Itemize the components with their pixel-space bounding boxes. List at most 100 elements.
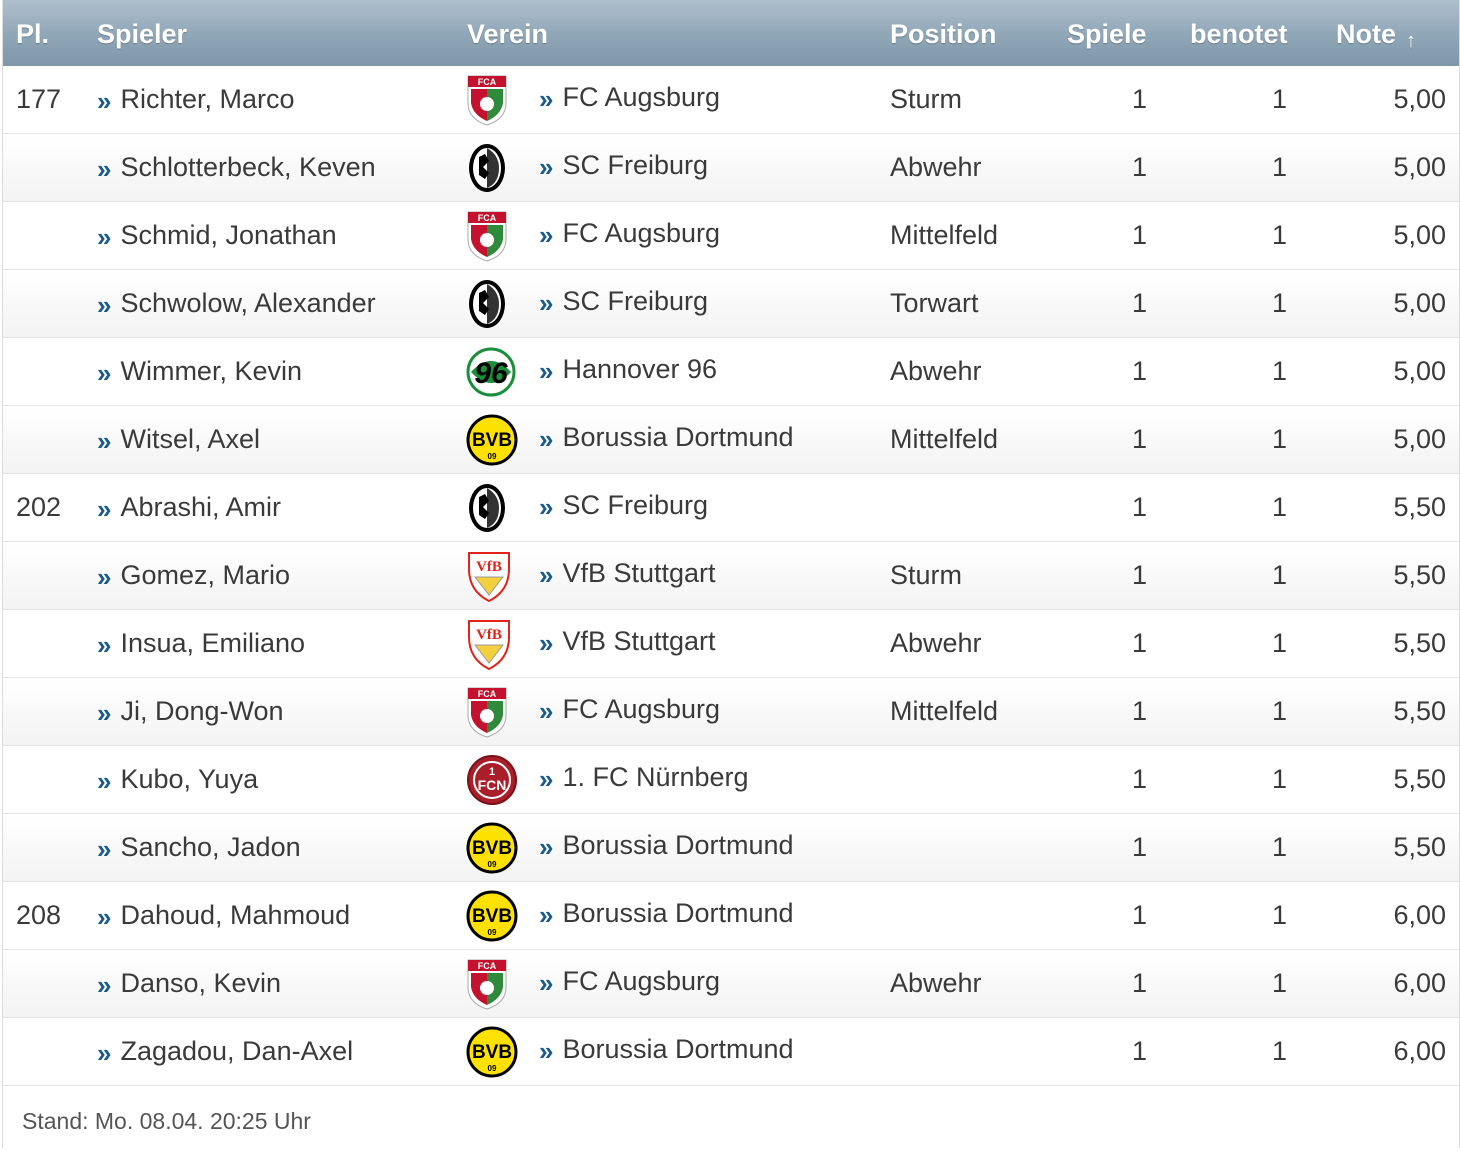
chevron-right-icon: » [97, 834, 112, 864]
sc-freiburg-crest-icon [465, 277, 521, 331]
club-link[interactable]: » FC Augsburg [539, 676, 720, 743]
table-row: » Kubo, Yuya 1 FCN» 1. FC Nürnberg 1 1 5,50 [3, 746, 1459, 814]
header-club[interactable]: Verein [467, 19, 549, 49]
player-link[interactable]: » Schlotterbeck, Keven [97, 134, 376, 201]
club-link[interactable]: » Borussia Dortmund [539, 1016, 794, 1083]
games-cell: 1 [1131, 84, 1147, 114]
rated-cell: 1 [1271, 152, 1287, 182]
club-link[interactable]: » Borussia Dortmund [539, 812, 794, 879]
chevron-right-icon: » [97, 902, 112, 932]
player-link[interactable]: » Witsel, Axel [97, 406, 260, 473]
club-link[interactable]: » SC Freiburg [539, 472, 708, 539]
club-link[interactable]: » FC Augsburg [539, 64, 720, 131]
games-cell: 1 [1131, 288, 1147, 318]
grade-cell: 5,00 [1393, 152, 1446, 182]
grade-cell: 5,00 [1393, 220, 1446, 250]
club-name: 1. FC Nürnberg [562, 762, 749, 792]
svg-text:09: 09 [488, 928, 497, 937]
club-link[interactable]: » SC Freiburg [539, 268, 708, 335]
club-link[interactable]: » SC Freiburg [539, 132, 708, 199]
chevron-right-icon: » [97, 698, 112, 728]
svg-text:FCA: FCA [478, 961, 497, 971]
header-player[interactable]: Spieler [97, 19, 188, 49]
chevron-right-icon: » [97, 1038, 112, 1068]
club-link[interactable]: » Hannover 96 [539, 336, 717, 403]
vfb-stuttgart-crest-icon: VfB [465, 549, 521, 603]
table-row: » Witsel, Axel BVB 09 » Borussia Dortmund Mitt… [3, 406, 1459, 474]
table-row: » Ji, Dong-Won FCA » FC Augsburg Mittelfeld 1 1… [3, 678, 1459, 746]
player-link[interactable]: » Ji, Dong-Won [97, 678, 284, 745]
club-link[interactable]: » 1. FC Nürnberg [539, 744, 749, 811]
header-games[interactable]: Spiele [1067, 19, 1147, 49]
player-link[interactable]: » Wimmer, Kevin [97, 338, 302, 405]
header-rank[interactable]: Pl. [16, 19, 50, 49]
footer-timestamp: Stand: Mo. 08.04. 20:25 Uhr [22, 1108, 311, 1134]
chevron-right-icon: » [97, 766, 112, 796]
header-grade-label: Note [1336, 19, 1396, 49]
club-link[interactable]: » VfB Stuttgart [539, 608, 716, 675]
table-row: » Schmid, Jonathan FCA » FC Augsburg Mittelfe… [3, 202, 1459, 270]
club-name: VfB Stuttgart [562, 626, 716, 656]
player-name: Schmid, Jonathan [120, 220, 337, 250]
fc-augsburg-crest-icon: FCA [465, 73, 521, 127]
player-link[interactable]: » Gomez, Mario [97, 542, 290, 609]
svg-text:09: 09 [488, 1064, 497, 1073]
svg-text:FCA: FCA [478, 213, 497, 223]
games-cell: 1 [1131, 900, 1147, 930]
grade-cell: 6,00 [1393, 900, 1446, 930]
position-cell: Abwehr [890, 356, 982, 386]
rated-cell: 1 [1271, 84, 1287, 114]
player-link[interactable]: » Danso, Kevin [97, 950, 281, 1017]
header-grade[interactable]: Note ↑ [1336, 0, 1416, 66]
player-link[interactable]: » Zagadou, Dan-Axel [97, 1018, 353, 1085]
player-link[interactable]: » Dahoud, Mahmoud [97, 882, 350, 949]
chevron-right-icon: » [539, 1036, 554, 1066]
games-cell: 1 [1131, 1036, 1147, 1066]
table-row: » Zagadou, Dan-Axel BVB 09 » Borussia Dortmun… [3, 1018, 1459, 1086]
games-cell: 1 [1131, 492, 1147, 522]
table-row: » Sancho, Jadon BVB 09 » Borussia Dortmund 1 1 5… [3, 814, 1459, 882]
games-cell: 1 [1131, 424, 1147, 454]
sort-asc-arrow-icon: ↑ [1406, 30, 1416, 52]
player-name: Schlotterbeck, Keven [120, 152, 376, 182]
position-cell: Sturm [890, 560, 963, 590]
grade-cell: 5,00 [1393, 288, 1446, 318]
grade-cell: 5,50 [1393, 492, 1446, 522]
rated-cell: 1 [1271, 560, 1287, 590]
player-link[interactable]: » Insua, Emiliano [97, 610, 305, 677]
player-link[interactable]: » Richter, Marco [97, 66, 295, 133]
svg-text:BVB: BVB [472, 906, 512, 927]
club-name: SC Freiburg [562, 150, 709, 180]
player-link[interactable]: » Schmid, Jonathan [97, 202, 337, 269]
chevron-right-icon: » [97, 154, 112, 184]
rank-cell: 177 [16, 84, 62, 114]
table-row: » Schwolow, Alexander » SC Freiburg Torwart 1… [3, 270, 1459, 338]
svg-text:BVB: BVB [472, 838, 512, 859]
games-cell: 1 [1131, 220, 1147, 250]
club-link[interactable]: » Borussia Dortmund [539, 404, 794, 471]
chevron-right-icon: » [539, 764, 554, 794]
position-cell: Mittelfeld [890, 424, 999, 454]
club-name: FC Augsburg [562, 218, 721, 248]
header-position[interactable]: Position [890, 19, 997, 49]
rated-cell: 1 [1271, 628, 1287, 658]
player-link[interactable]: » Schwolow, Alexander [97, 270, 376, 337]
header-rated[interactable]: benotet [1190, 19, 1288, 49]
grade-cell: 5,50 [1393, 560, 1446, 590]
grade-cell: 5,00 [1393, 424, 1446, 454]
club-link[interactable]: » FC Augsburg [539, 948, 720, 1015]
player-name: Zagadou, Dan-Axel [120, 1036, 354, 1066]
rated-cell: 1 [1271, 424, 1287, 454]
club-link[interactable]: » FC Augsburg [539, 200, 720, 267]
position-cell: Mittelfeld [890, 220, 999, 250]
club-link[interactable]: » VfB Stuttgart [539, 540, 716, 607]
player-name: Danso, Kevin [120, 968, 282, 998]
player-link[interactable]: » Sancho, Jadon [97, 814, 301, 881]
player-link[interactable]: » Kubo, Yuya [97, 746, 258, 813]
rated-cell: 1 [1271, 356, 1287, 386]
table-row: » Danso, Kevin FCA » FC Augsburg Abwehr 1 1 6,00 [3, 950, 1459, 1018]
grade-cell: 6,00 [1393, 968, 1446, 998]
player-link[interactable]: » Abrashi, Amir [97, 474, 281, 541]
club-link[interactable]: » Borussia Dortmund [539, 880, 794, 947]
rank-cell: 208 [16, 900, 62, 930]
